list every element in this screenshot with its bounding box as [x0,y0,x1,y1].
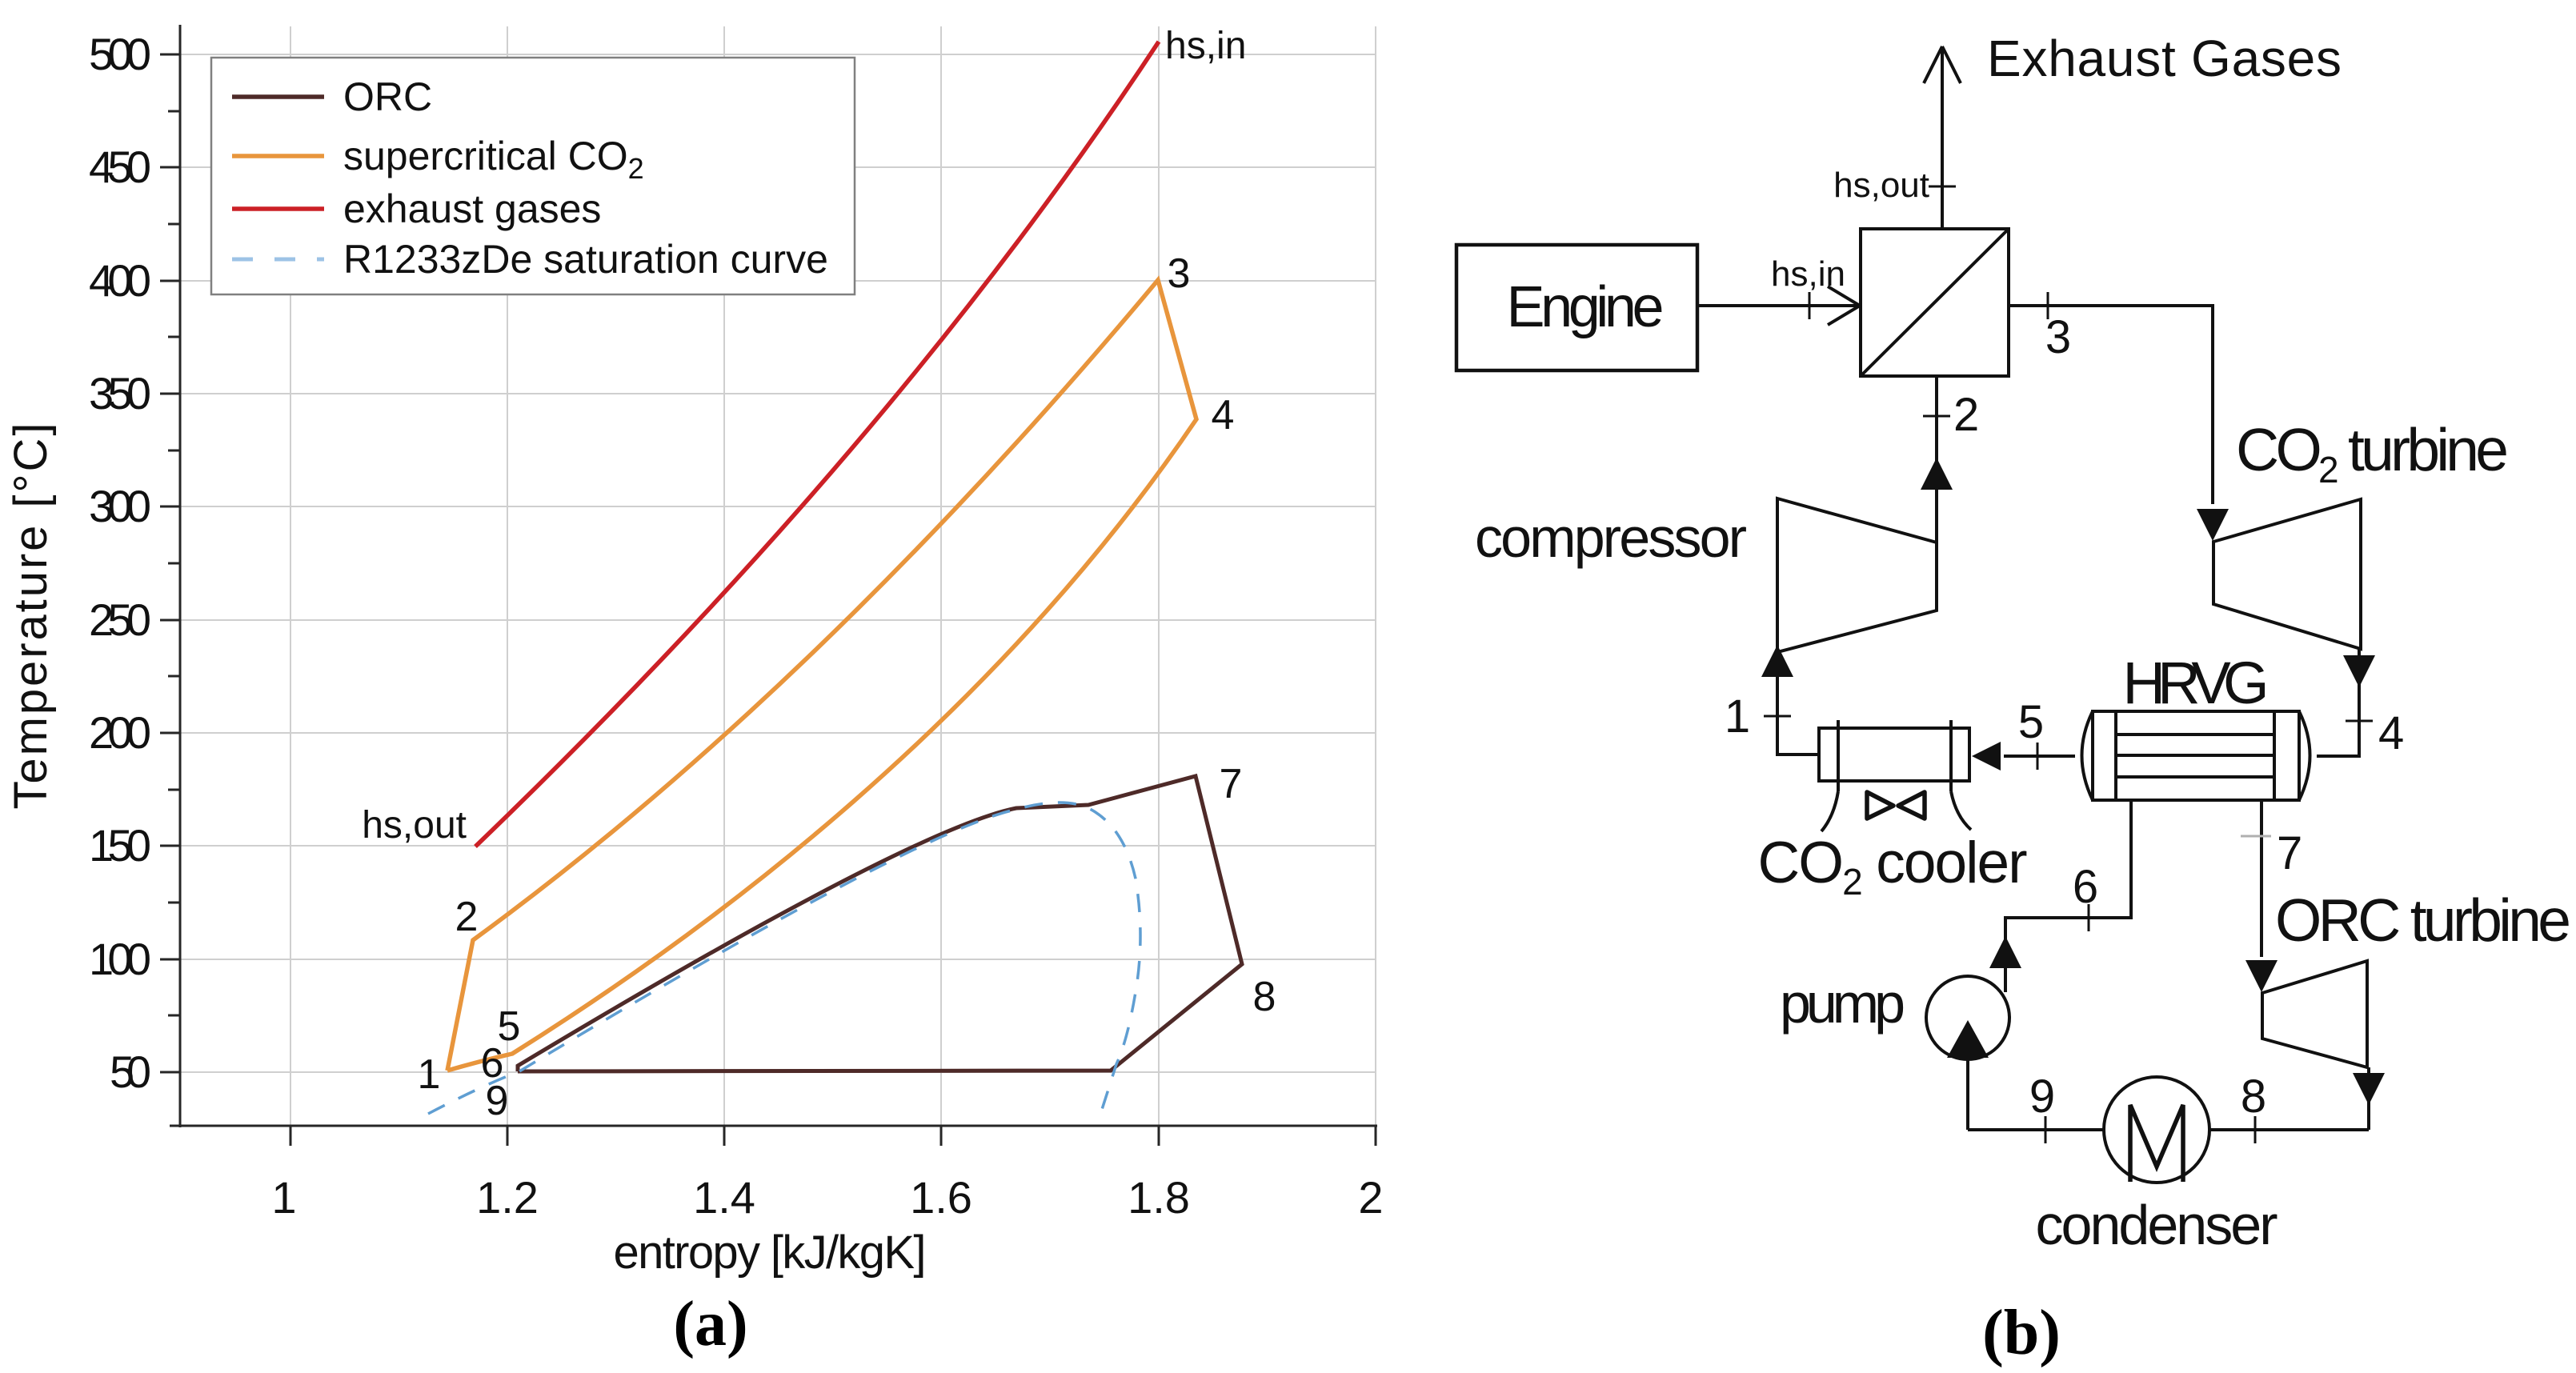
svg-text:4: 4 [1212,392,1235,438]
svg-text:condenser: condenser [2036,1194,2278,1256]
svg-text:6: 6 [481,1040,504,1087]
svg-text:150: 150 [89,820,151,871]
svg-text:pump: pump [1780,972,1905,1035]
svg-text:100: 100 [89,934,151,984]
svg-text:ORC: ORC [343,74,432,119]
svg-text:3: 3 [2045,311,2071,363]
svg-text:R1233zDe saturation curve: R1233zDe saturation curve [343,237,828,282]
svg-text:300: 300 [89,481,151,531]
svg-text:exhaust gases: exhaust gases [343,186,601,231]
svg-text:350: 350 [89,368,151,418]
svg-text:(a): (a) [673,1289,747,1359]
svg-text:hs,in: hs,in [1771,254,1845,294]
svg-text:Engine: Engine [1507,275,1665,339]
svg-text:HRVG: HRVG [2123,650,2270,716]
svg-text:1: 1 [271,1172,296,1223]
svg-text:1: 1 [418,1051,441,1098]
svg-text:200: 200 [89,707,151,758]
svg-text:9: 9 [486,1078,509,1124]
svg-text:1.8: 1.8 [1128,1172,1190,1223]
svg-text:hs,out: hs,out [1833,166,1929,205]
svg-text:1.4: 1.4 [693,1172,755,1223]
svg-text:1: 1 [1725,691,1750,743]
svg-text:CO2 cooler: CO2 cooler [1758,831,2028,903]
svg-text:5: 5 [498,1003,521,1050]
svg-text:9: 9 [2029,1071,2055,1123]
svg-text:450: 450 [89,142,151,192]
svg-text:Temperature [°C]: Temperature [°C] [5,423,57,810]
svg-text:8: 8 [2241,1071,2266,1123]
svg-text:400: 400 [89,255,151,306]
svg-text:2: 2 [1358,1172,1383,1223]
svg-text:Exhaust Gases: Exhaust Gases [1987,30,2342,87]
svg-text:7: 7 [1220,761,1243,807]
svg-text:2: 2 [455,894,479,940]
svg-text:hs,out: hs,out [362,804,467,847]
svg-text:compressor: compressor [1475,506,1747,569]
svg-text:ORC turbine: ORC turbine [2275,887,2571,954]
svg-text:500: 500 [89,29,151,79]
svg-text:250: 250 [89,594,151,645]
svg-text:supercritical CO2: supercritical CO2 [343,134,644,185]
svg-text:8: 8 [1253,974,1276,1020]
svg-text:hs,in: hs,in [1165,25,1246,67]
svg-text:entropy [kJ/kgK]: entropy [kJ/kgK] [614,1227,927,1279]
svg-text:2: 2 [1953,389,1979,441]
svg-text:6: 6 [2073,861,2098,913]
svg-text:3: 3 [1168,250,1191,297]
svg-text:1.2: 1.2 [476,1172,539,1223]
svg-text:50: 50 [110,1047,151,1097]
svg-text:7: 7 [2277,827,2302,879]
svg-text:4: 4 [2378,707,2404,759]
svg-text:5: 5 [2018,696,2044,748]
svg-text:(b): (b) [1982,1298,2061,1368]
svg-text:1.6: 1.6 [910,1172,972,1223]
svg-text:CO2 turbine: CO2 turbine [2236,416,2509,490]
